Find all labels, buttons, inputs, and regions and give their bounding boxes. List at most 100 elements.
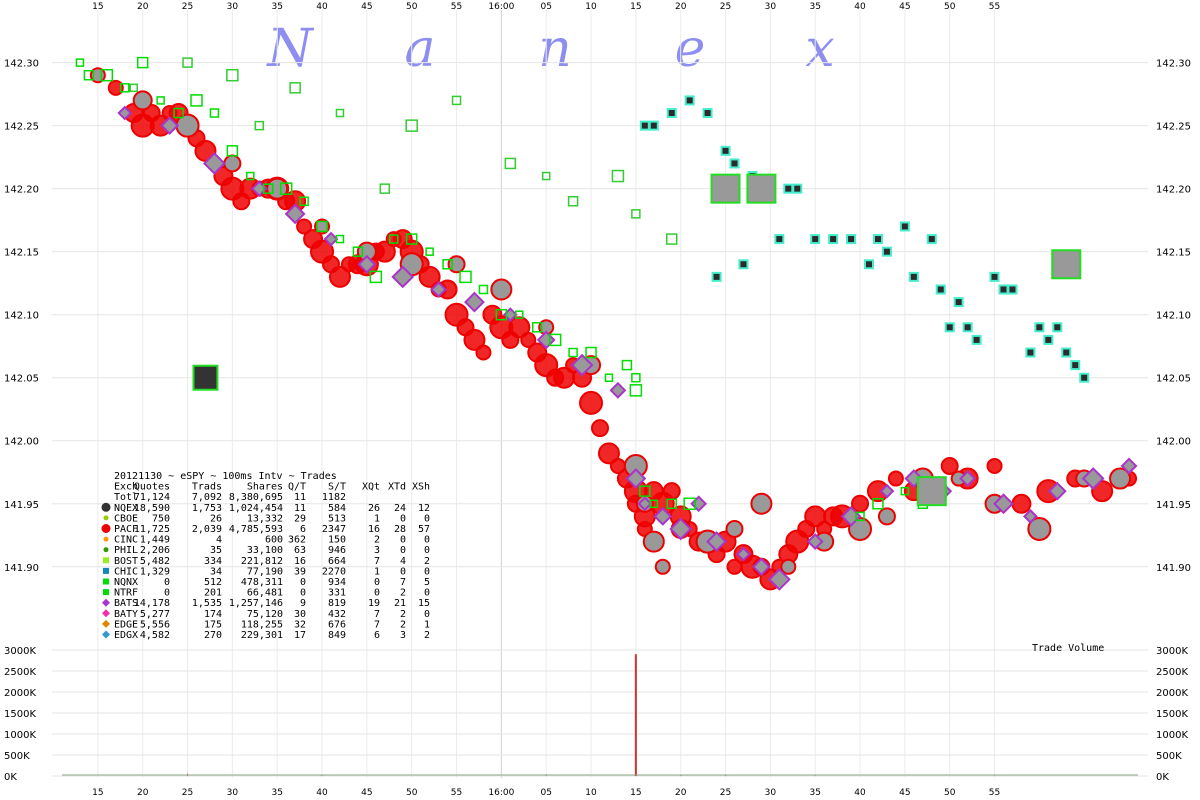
nqnx-point [83, 69, 95, 81]
nqex-quotes-point-core [1036, 324, 1043, 331]
stats-cell: 750 [152, 513, 170, 524]
stats-title: 20121130 ~ eSPY ~ 100ms Intv ~ Trades [114, 471, 337, 482]
nqnx-point [515, 310, 524, 319]
nqnx-point [226, 145, 239, 157]
stats-cell: BOST [114, 556, 138, 567]
nqnx-point [156, 96, 165, 105]
stats-cell: 2 [424, 556, 430, 567]
nqex-quotes-point-core [686, 97, 693, 104]
stats-cell: 334 [204, 556, 222, 567]
bats-point [1081, 467, 1105, 490]
pacf-point [597, 442, 620, 465]
bats-point [609, 381, 627, 399]
ntrf-point [129, 83, 138, 93]
bats-point [323, 231, 339, 247]
stats-cell: 1,753 [192, 503, 222, 514]
watermark-letter: a [404, 19, 435, 79]
stats-legend-marker [102, 609, 110, 618]
stats-cell: 1,535 [192, 598, 222, 609]
trade-volume-label: Trade Volume [1032, 643, 1104, 654]
watermark-letter: e [675, 19, 706, 79]
x-tick-label-top: 30 [765, 2, 777, 12]
x-tick-label-top: 30 [227, 2, 239, 12]
nqex-quotes-point-core [1009, 286, 1016, 293]
price-tick-left: 142.05 [4, 374, 39, 385]
nqex-quotes-point-core [785, 185, 792, 192]
pacf-point [579, 390, 604, 415]
price-tick-right: 142.20 [1156, 185, 1191, 196]
chart-axes: 15152020252530303535404045455050555516:0… [4, 2, 1191, 798]
nqex-quotes-point-core [776, 236, 783, 243]
nqnx-point [335, 234, 345, 244]
x-tick-label-top: 50 [944, 2, 956, 12]
pacf-point [107, 79, 124, 96]
stats-cell: 15 [418, 598, 430, 609]
stats-cell: 221,812 [241, 556, 283, 567]
stats-cell: 0 [300, 577, 306, 588]
nqnx-point [100, 68, 114, 82]
nqex-quotes-point-core [973, 336, 980, 343]
x-tick-label-top: 20 [675, 2, 687, 12]
stats-cell: 819 [328, 598, 346, 609]
stats-cell: 1,449 [140, 535, 170, 546]
stats-cell: 0 [424, 609, 430, 620]
watermark-letter: N [265, 19, 314, 79]
stats-cell: 676 [328, 619, 346, 630]
nqnx-point [262, 183, 274, 194]
stats-cell: CBOE [114, 513, 138, 524]
bats-point [117, 105, 133, 121]
large-prints-point [746, 173, 777, 204]
nqex-point [877, 507, 896, 526]
x-tick-label-top: 16:00 [488, 2, 514, 12]
ntrf-point [504, 157, 517, 170]
stats-cell: EDGX [114, 630, 138, 641]
nqnx-point [316, 220, 328, 233]
stats-cell: 0 [400, 535, 406, 546]
nqex-quotes-point-core [1081, 374, 1088, 381]
stats-legend-marker [102, 598, 110, 607]
volume-bars [62, 654, 1138, 776]
nqex-quotes-point-core [713, 273, 720, 280]
bats-point [806, 533, 824, 550]
stats-cell: 0 [164, 577, 170, 588]
stats-cell: 16 [368, 524, 380, 535]
x-tick-label-top: 55 [989, 2, 1000, 12]
price-tick-right: 142.25 [1156, 122, 1191, 133]
ntrf-point [405, 119, 418, 132]
ntrf-point [567, 196, 579, 207]
nqnx-point [568, 347, 578, 358]
bats-point [160, 116, 180, 136]
stats-legend-marker [103, 589, 109, 596]
x-tick-label-bottom: 45 [899, 788, 910, 798]
nqex-quotes-point-core [650, 122, 657, 129]
x-tick-label-top: 35 [271, 2, 282, 12]
stats-legend-marker [103, 547, 109, 553]
nqex-quotes-point-core [1054, 324, 1061, 331]
nqnx-point [425, 247, 434, 256]
price-tick-left: 142.30 [4, 59, 39, 70]
nqex-point [780, 558, 797, 575]
nqnx-point [389, 234, 399, 244]
stats-cell: 2 [400, 619, 406, 630]
pacf-point [986, 457, 1003, 474]
stats-cell: 331 [328, 588, 346, 599]
volume-tick-right: 1500K [1156, 709, 1188, 720]
stats-legend-marker [101, 524, 111, 533]
nqnx-point [442, 259, 453, 270]
stats-cell: 26 [210, 513, 222, 524]
bats-point [879, 483, 895, 499]
stats-cell: 5,556 [140, 619, 170, 630]
stats-cell: 28 [394, 524, 406, 535]
stats-legend-marker [103, 536, 109, 542]
bats-point [357, 254, 377, 274]
nqnx-point [279, 182, 293, 195]
stats-cell: 4 [216, 535, 222, 546]
stats-cell: 4,785,593 [229, 524, 283, 535]
stats-cell: 3 [374, 545, 380, 556]
stats-cell: 1182 [322, 492, 346, 503]
stats-header-cell: Quotes [134, 482, 170, 493]
bats-point [1120, 457, 1138, 475]
nqex-quotes-point-core [830, 236, 837, 243]
stats-cell: 175 [204, 619, 222, 630]
stats-cell: 63 [294, 545, 306, 556]
